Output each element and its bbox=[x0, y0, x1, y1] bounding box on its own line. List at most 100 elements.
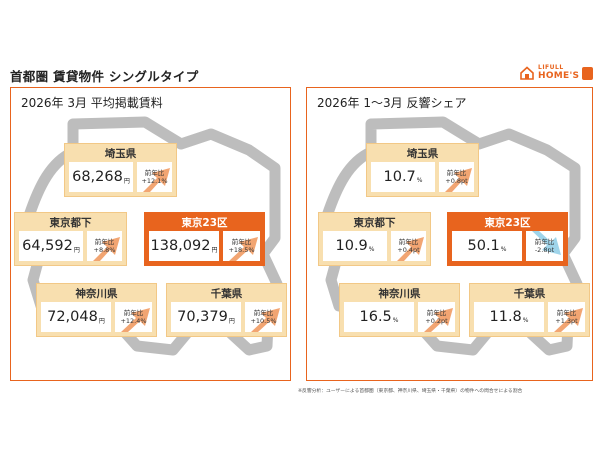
share-value: 10.9 bbox=[335, 238, 368, 254]
house-icon bbox=[520, 66, 534, 80]
share-value-box: 50.1% bbox=[452, 231, 522, 261]
yoy-label: 前年比 bbox=[446, 169, 467, 177]
yen-unit: 円 bbox=[228, 317, 235, 325]
up-arrow-icon bbox=[121, 308, 150, 332]
yoy-change-box: 前年比 -2.8pt bbox=[526, 231, 563, 261]
rent-value: 138,092 bbox=[150, 238, 211, 254]
yoy-change-box: 前年比 +18.5% bbox=[223, 231, 260, 261]
region-name: 埼玉県 bbox=[104, 148, 137, 160]
yoy-change-box: 前年比 +0.4pt bbox=[391, 231, 426, 261]
page-title: 首都圏 賃貸物件 シングルタイプ bbox=[10, 69, 199, 84]
region-name: 神奈川県 bbox=[75, 288, 118, 300]
share-card-saitama: 埼玉県 10.7% 前年比 +0.8pt bbox=[366, 143, 479, 197]
rent-value-box: 72,048 円 bbox=[41, 302, 111, 332]
rent-value: 68,268 bbox=[72, 169, 123, 185]
logo-badge bbox=[582, 67, 593, 80]
rent-value: 70,379 bbox=[177, 309, 228, 325]
up-arrow-icon bbox=[424, 308, 453, 332]
yoy-value: +0.2pt bbox=[425, 317, 448, 325]
share-value-box: 11.8% bbox=[474, 302, 544, 332]
percent-unit: % bbox=[500, 245, 507, 253]
rent-value-box: 70,379 円 bbox=[171, 302, 241, 332]
yoy-label: 前年比 bbox=[253, 309, 274, 317]
up-arrow-icon bbox=[554, 308, 583, 332]
yoy-value: +0.8pt bbox=[445, 177, 468, 185]
rent-panel-title: 2026年 3月 平均掲載賃料 bbox=[21, 96, 163, 110]
yoy-label: 前年比 bbox=[398, 238, 419, 246]
yoy-change-box: 前年比 +10.5% bbox=[245, 302, 282, 332]
yoy-label: 前年比 bbox=[94, 238, 115, 246]
share-value-box: 16.5% bbox=[344, 302, 414, 332]
share-value: 10.7 bbox=[383, 169, 416, 185]
region-name: 千葉県 bbox=[210, 288, 243, 300]
yen-unit: 円 bbox=[98, 317, 105, 325]
rent-value-box: 64,592 円 bbox=[19, 231, 83, 261]
percent-unit: % bbox=[392, 316, 399, 324]
yoy-label: 前年比 bbox=[231, 238, 252, 246]
rent-card-kanagawa: 神奈川県 72,048 円 前年比 +12.4% bbox=[36, 283, 157, 337]
share-card-tokyo23: 東京23区 50.1% 前年比 -2.8pt bbox=[447, 212, 568, 266]
share-value-box: 10.9% bbox=[323, 231, 387, 261]
percent-unit: % bbox=[522, 316, 529, 324]
footnote: ※反響分析：ユーザーによる首都圏（東京都、神奈川県、埼玉県・千葉県）の物件への問… bbox=[298, 389, 523, 394]
yoy-value: -2.8pt bbox=[534, 246, 555, 254]
share-value: 50.1 bbox=[467, 238, 500, 254]
share-value: 16.5 bbox=[359, 309, 392, 325]
yoy-change-box: 前年比 +1.3pt bbox=[548, 302, 585, 332]
yoy-change-box: 前年比 +12.4% bbox=[115, 302, 152, 332]
share-panel-title: 2026年 1〜3月 反響シェア bbox=[317, 96, 467, 110]
up-arrow-icon bbox=[93, 237, 120, 261]
region-name: 東京23区 bbox=[484, 217, 531, 229]
region-name: 東京都下 bbox=[49, 217, 92, 229]
share-value-box: 10.7% bbox=[371, 162, 435, 192]
up-arrow-icon bbox=[229, 237, 258, 261]
yoy-label: 前年比 bbox=[534, 238, 555, 246]
yen-unit: 円 bbox=[123, 177, 130, 185]
rent-card-saitama: 埼玉県 68,268 円 前年比 +12.1% bbox=[64, 143, 177, 197]
up-arrow-icon bbox=[143, 168, 170, 192]
rent-value-box: 68,268 円 bbox=[69, 162, 133, 192]
region-name: 東京23区 bbox=[181, 217, 228, 229]
yoy-value: +12.1% bbox=[141, 177, 168, 185]
yoy-value: +1.3pt bbox=[555, 317, 578, 325]
yoy-label: 前年比 bbox=[426, 309, 447, 317]
yen-unit: 円 bbox=[211, 246, 218, 254]
yoy-label: 前年比 bbox=[556, 309, 577, 317]
region-name: 神奈川県 bbox=[378, 288, 421, 300]
percent-unit: % bbox=[368, 245, 375, 253]
yoy-label: 前年比 bbox=[123, 309, 144, 317]
up-arrow-icon bbox=[397, 237, 424, 261]
logo-text-big: HOME'S bbox=[538, 71, 580, 81]
yoy-value: +0.4pt bbox=[397, 246, 420, 254]
yoy-value: +12.4% bbox=[120, 317, 147, 325]
rent-card-tokyo-other: 東京都下 64,592 円 前年比 +8.8% bbox=[14, 212, 127, 266]
yoy-label: 前年比 bbox=[144, 169, 165, 177]
percent-unit: % bbox=[416, 176, 423, 184]
share-card-tokyo-other: 東京都下 10.9% 前年比 +0.4pt bbox=[318, 212, 431, 266]
rent-card-chiba: 千葉県 70,379 円 前年比 +10.5% bbox=[166, 283, 287, 337]
rent-panel: 2026年 3月 平均掲載賃料 埼玉県 68,268 円 前年比 +12.1% 東… bbox=[10, 87, 291, 381]
rent-value: 64,592 bbox=[22, 238, 73, 254]
share-value: 11.8 bbox=[489, 309, 522, 325]
yoy-change-box: 前年比 +0.8pt bbox=[439, 162, 474, 192]
yoy-change-box: 前年比 +8.8% bbox=[87, 231, 122, 261]
yoy-value: +18.5% bbox=[228, 246, 255, 254]
logo-text-small: LIFULL bbox=[538, 64, 564, 71]
region-name: 東京都下 bbox=[353, 217, 396, 229]
up-arrow-icon bbox=[445, 168, 472, 192]
yoy-value: +8.8% bbox=[93, 246, 116, 254]
rent-card-tokyo23: 東京23区 138,092 円 前年比 +18.5% bbox=[144, 212, 265, 266]
down-arrow-icon bbox=[532, 231, 561, 255]
up-arrow-icon bbox=[251, 308, 280, 332]
lifull-homes-logo: LIFULL HOME'S bbox=[520, 64, 593, 84]
yoy-change-box: 前年比 +12.1% bbox=[137, 162, 172, 192]
yen-unit: 円 bbox=[73, 246, 80, 254]
yoy-change-box: 前年比 +0.2pt bbox=[418, 302, 455, 332]
region-name: 千葉県 bbox=[513, 288, 546, 300]
rent-value-box: 138,092 円 bbox=[149, 231, 219, 261]
share-card-kanagawa: 神奈川県 16.5% 前年比 +0.2pt bbox=[339, 283, 460, 337]
region-name: 埼玉県 bbox=[406, 148, 439, 160]
share-card-chiba: 千葉県 11.8% 前年比 +1.3pt bbox=[469, 283, 590, 337]
share-panel: 2026年 1〜3月 反響シェア 埼玉県 10.7% 前年比 +0.8pt 東京… bbox=[306, 87, 593, 381]
rent-value: 72,048 bbox=[47, 309, 98, 325]
